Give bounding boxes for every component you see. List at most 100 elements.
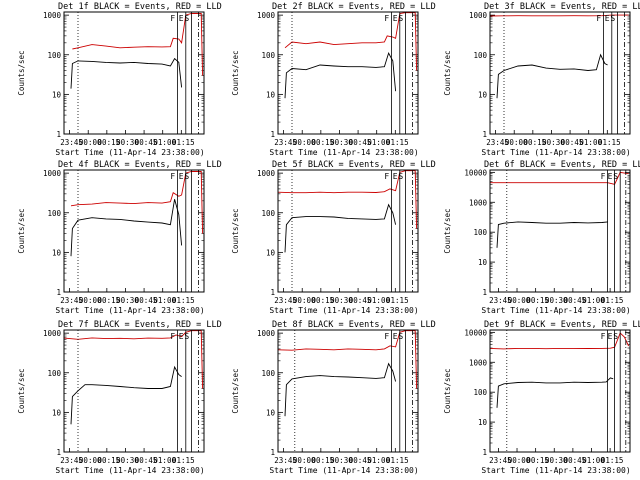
x-tick-label: 00:30: [545, 296, 568, 305]
x-tick-label: 00:15: [312, 138, 335, 147]
x-axis-label: Start Time (11-Apr-14 23:38:00): [269, 306, 418, 315]
y-tick-label: 1000: [257, 11, 276, 20]
series-line-lld: [72, 13, 204, 76]
y-tick-label: 100: [473, 51, 487, 60]
x-tick-label: 01:00: [153, 456, 176, 465]
y-tick-label: 1000: [43, 329, 62, 338]
marker-label-f: F: [384, 332, 389, 341]
panel-det-8: Det 8f BLACK = Events, RED = LLD 1 10 100 10…: [231, 320, 436, 475]
x-tick-label: 01:00: [582, 456, 605, 465]
marker-label-f: F: [170, 172, 175, 181]
x-tick-label: 01:00: [153, 138, 176, 147]
marker-label-s: S: [398, 14, 403, 23]
y-tick-label: 10: [478, 90, 488, 99]
y-tick-label: 1: [56, 448, 61, 457]
x-tick-label: 01:15: [601, 296, 624, 305]
panel-det-5: Det 5f BLACK = Events, RED = LLD 1 10 100 10…: [231, 160, 436, 315]
series-line-lld: [489, 332, 630, 350]
marker-label-s: S: [613, 332, 618, 341]
marker-label-e: E: [608, 172, 613, 181]
x-tick-label: 00:30: [116, 296, 139, 305]
x-axis-label: Start Time (11-Apr-14 23:38:00): [269, 466, 418, 475]
y-tick-label: 100: [261, 369, 275, 378]
series-line-events: [496, 53, 608, 99]
panel-title: Det 1f BLACK = Events, RED = LLD: [58, 2, 222, 12]
x-tick-label: 00:15: [524, 138, 547, 147]
y-axis-label: Counts/sec: [443, 50, 452, 95]
y-tick-label: 1000: [469, 358, 488, 367]
marker-label-f: F: [384, 172, 389, 181]
x-tick-label: 00:30: [116, 456, 139, 465]
marker-label-f: F: [384, 14, 389, 23]
y-tick-label: 1000: [469, 198, 488, 207]
x-tick-label: 00:45: [349, 138, 372, 147]
y-tick-label: 1: [56, 288, 61, 297]
series-line-events: [496, 377, 614, 408]
x-tick-label: 00:45: [135, 456, 158, 465]
y-tick-label: 100: [261, 51, 275, 60]
panel-det-3: Det 3f BLACK = Events, RED = LLD 1 10 100 10…: [443, 2, 640, 157]
series-line-lld: [284, 12, 418, 71]
x-tick-label: 01:15: [172, 456, 195, 465]
x-tick-label: 23:45: [274, 138, 297, 147]
y-axis-label: Counts/sec: [17, 368, 26, 413]
y-tick-label: 1000: [469, 11, 488, 20]
x-tick-label: 00:45: [561, 138, 584, 147]
plot-frame: [489, 169, 631, 293]
plot-frame: [63, 329, 205, 453]
y-tick-label: 1: [482, 288, 487, 297]
panel-title: Det 3f BLACK = Events, RED = LLD: [484, 2, 640, 12]
series-line-events: [284, 51, 397, 99]
y-tick-label: 1: [270, 448, 275, 457]
y-axis-label: Counts/sec: [231, 50, 240, 95]
y-tick-label: 10000: [464, 328, 487, 337]
y-tick-label: 1000: [43, 11, 62, 20]
panel-det-4: Det 4f BLACK = Events, RED = LLD 1 10 100 10…: [17, 160, 222, 315]
x-tick-label: 23:45: [489, 296, 512, 305]
x-axis-label: Start Time (11-Apr-14 23:38:00): [55, 466, 204, 475]
x-axis-label: Start Time (11-Apr-14 23:38:00): [55, 306, 204, 315]
x-tick-label: 23:45: [486, 138, 509, 147]
marker-label-f: F: [170, 332, 175, 341]
y-tick-label: 10: [266, 408, 276, 417]
x-tick-label: 00:30: [545, 456, 568, 465]
marker-label-f: F: [601, 332, 606, 341]
x-tick-label: 23:45: [274, 456, 297, 465]
x-tick-label: 23:45: [274, 296, 297, 305]
series-line-lld: [489, 14, 629, 17]
x-tick-label: 23:45: [60, 296, 83, 305]
x-axis-label: Start Time (11-Apr-14 23:38:00): [481, 466, 630, 475]
panel-title: Det 5f BLACK = Events, RED = LLD: [272, 160, 436, 170]
x-tick-label: 00:00: [293, 456, 316, 465]
panel-det-7: Det 7f BLACK = Events, RED = LLD 1 10 100 10…: [17, 320, 222, 475]
y-tick-label: 1000: [257, 329, 276, 338]
plot-frame: [277, 11, 419, 135]
x-tick-label: 00:00: [293, 296, 316, 305]
y-tick-label: 100: [261, 209, 275, 218]
y-tick-label: 1000: [257, 169, 276, 178]
x-tick-label: 23:45: [489, 456, 512, 465]
panel-det-1: Det 1f BLACK = Events, RED = LLD 1 10 100 10…: [17, 2, 222, 157]
marker-label-s: S: [184, 14, 189, 23]
x-tick-label: 23:45: [60, 456, 83, 465]
x-tick-label: 00:15: [98, 138, 121, 147]
y-tick-label: 100: [47, 51, 61, 60]
y-tick-label: 100: [473, 228, 487, 237]
y-axis-label: Counts/sec: [443, 368, 452, 413]
marker-label-f: F: [596, 14, 601, 23]
x-tick-label: 23:45: [60, 138, 83, 147]
marker-label-e: E: [605, 14, 610, 23]
x-axis-label: Start Time (11-Apr-14 23:38:00): [269, 148, 418, 157]
x-tick-label: 00:00: [508, 456, 531, 465]
marker-label-f: F: [170, 14, 175, 23]
x-tick-label: 00:15: [312, 456, 335, 465]
x-tick-label: 00:45: [564, 296, 587, 305]
y-axis-label: Counts/sec: [231, 208, 240, 253]
x-tick-label: 01:00: [579, 138, 602, 147]
plot-frame: [489, 11, 631, 135]
y-tick-label: 10: [266, 90, 276, 99]
x-tick-label: 01:15: [172, 138, 195, 147]
series-line-events: [70, 365, 182, 425]
y-tick-label: 1: [482, 448, 487, 457]
